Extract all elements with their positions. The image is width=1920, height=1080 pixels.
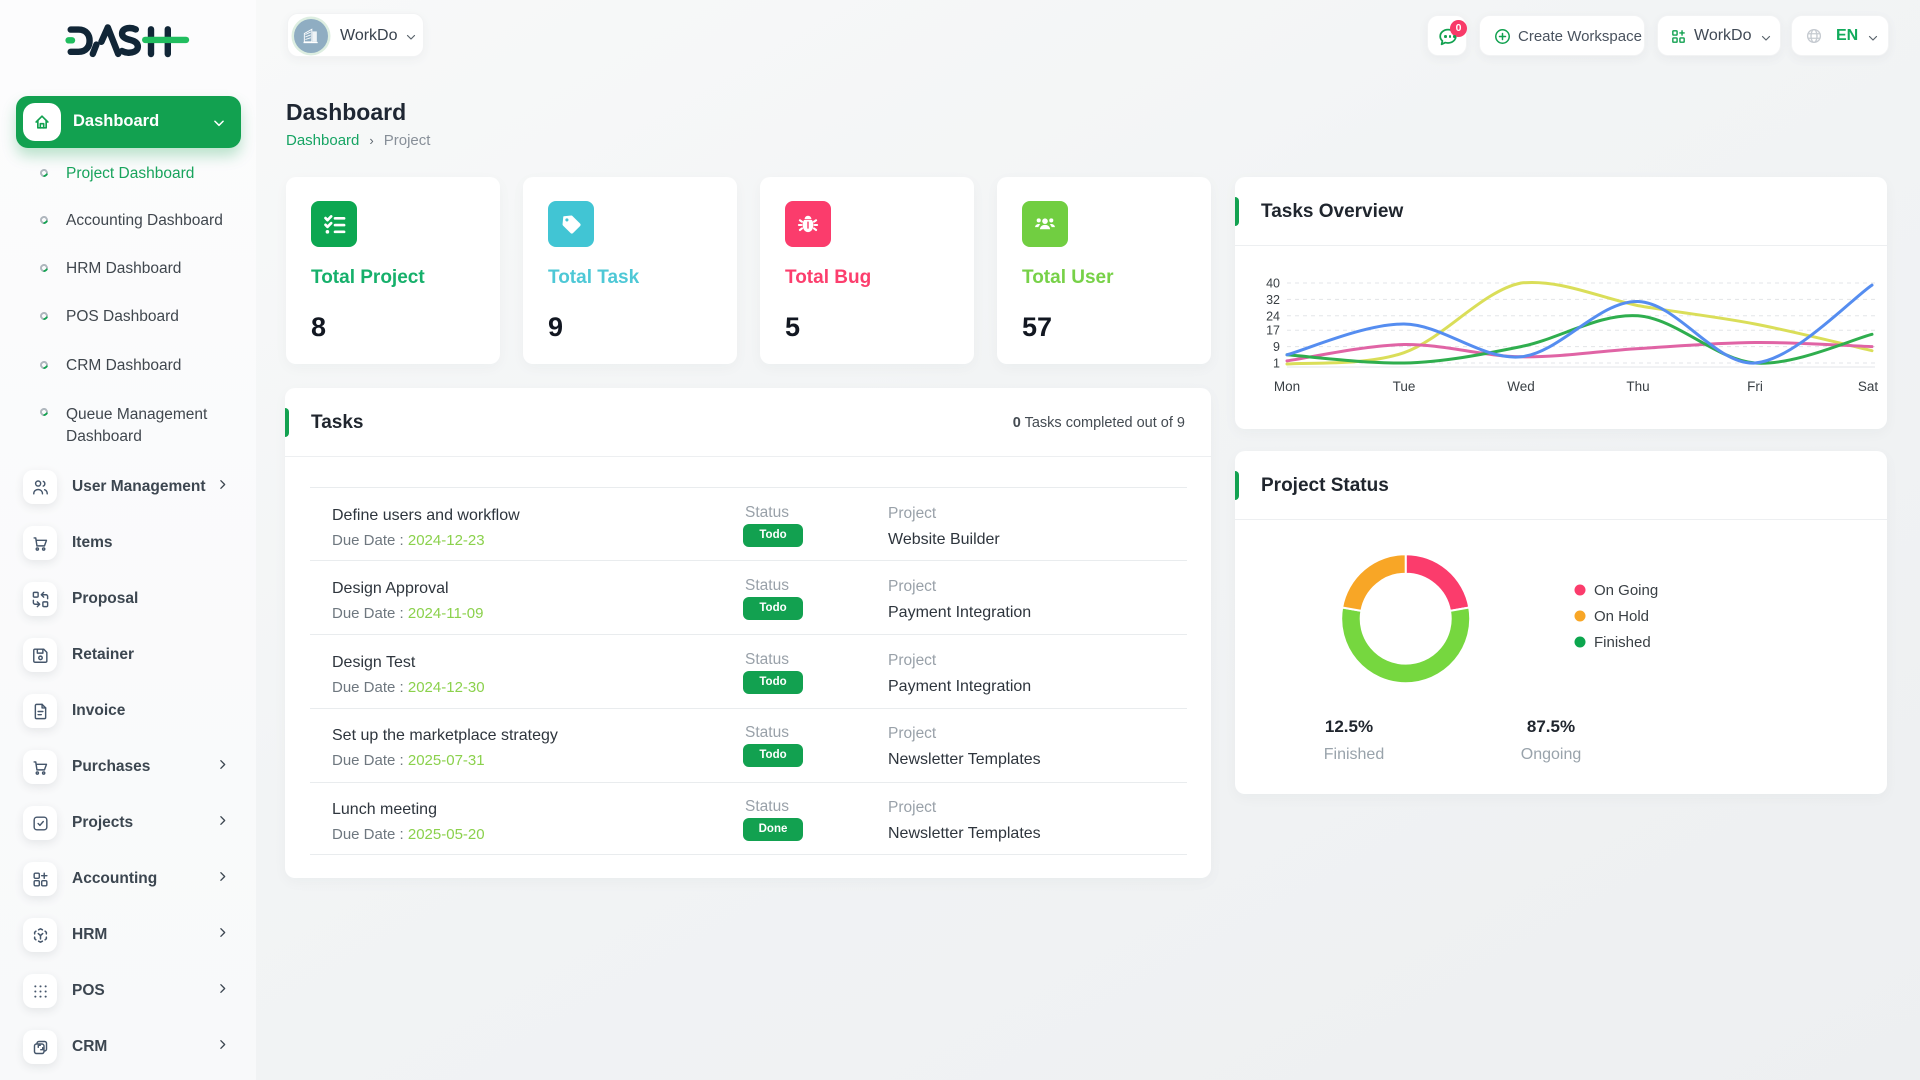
svg-text:On Going: On Going [1594,582,1658,599]
svg-text:1: 1 [1273,357,1280,371]
svg-text:Thu: Thu [1626,379,1649,394]
svg-text:Wed: Wed [1507,379,1535,394]
svg-text:24: 24 [1266,309,1280,323]
svg-text:Finished: Finished [1324,746,1384,763]
svg-text:87.5%: 87.5% [1527,717,1575,736]
svg-text:17: 17 [1266,324,1280,338]
svg-text:40: 40 [1266,277,1280,291]
svg-text:32: 32 [1266,293,1280,307]
svg-text:Tue: Tue [1393,379,1416,394]
svg-text:Fri: Fri [1747,379,1763,394]
svg-text:Finished: Finished [1594,634,1651,651]
svg-text:Mon: Mon [1274,379,1300,394]
svg-text:12.5%: 12.5% [1325,717,1373,736]
svg-text:Sat: Sat [1858,379,1879,394]
svg-text:Ongoing: Ongoing [1521,746,1582,763]
svg-text:On Hold: On Hold [1594,608,1649,625]
svg-text:9: 9 [1273,340,1280,354]
